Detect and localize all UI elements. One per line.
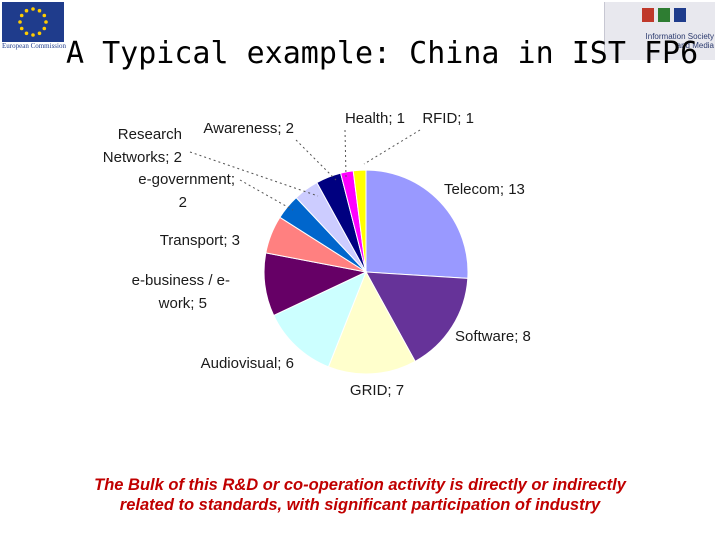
pie-slice-telecom (365, 169, 469, 279)
pie-labels: Telecom; 13 Software; 8 GRID; 7 Audiovisual… (103, 110, 531, 399)
pie-label-software: Software; 8 (455, 328, 531, 345)
pie-slice-grid (327, 270, 416, 375)
leader-line-awareness (295, 139, 337, 181)
eu-star-icon (19, 13, 24, 18)
pie-label-research-networks: Research Networks; 2 (103, 126, 182, 166)
leader-line-rfid (363, 129, 421, 165)
isam-square-icon-1 (642, 8, 654, 22)
pie-label-awareness: Awareness; 2 (203, 120, 294, 137)
eu-star-icon (24, 8, 29, 13)
eu-star-icon (37, 31, 42, 36)
eu-star-icon (42, 26, 47, 31)
leader-line-health (344, 129, 347, 178)
eu-star-icon (31, 33, 35, 37)
eu-flag-icon (2, 2, 64, 42)
european-commission-logo: European Commission (2, 2, 66, 52)
eu-star-icon (18, 20, 22, 24)
eu-star-icon (31, 7, 35, 11)
pie-label-rfid: RFID; 1 (422, 110, 474, 127)
eu-star-icon (42, 13, 47, 18)
pie-label-grid: GRID; 7 (350, 382, 404, 399)
ec-logo-text: European Commission (2, 42, 66, 50)
isam-logo-text: Information Society and Media (645, 32, 714, 50)
leader-line-e-government (239, 179, 294, 211)
pie-slice-software (365, 271, 469, 363)
eu-star-icon (19, 26, 24, 31)
information-society-logo: Information Society and Media (600, 0, 718, 62)
pie-label-transport: Transport; 3 (160, 232, 240, 249)
isam-square-icon-3 (674, 8, 686, 22)
pie-label-e-business-e-work: e-business / e-work; 5 (132, 272, 230, 312)
eu-star-icon (37, 8, 42, 13)
isam-square-icon-2 (658, 8, 670, 22)
pie-label-telecom: Telecom; 13 (444, 181, 525, 198)
pie-slice-audiovisual (273, 271, 367, 368)
page-title: A Typical example: China in IST FP6 (66, 36, 699, 71)
pie-leader-lines (189, 129, 421, 211)
eu-star-icon (44, 20, 48, 24)
eu-star-icon (24, 31, 29, 36)
pie-label-e-government: e-government; 2 (138, 171, 235, 211)
caption: The Bulk of this R&D or co-operation act… (0, 475, 720, 515)
caption-line-1: The Bulk of this R&D or co-operation act… (94, 476, 626, 494)
caption-line-2: related to standards, with significant p… (119, 496, 601, 514)
pie-label-audiovisual: Audiovisual; 6 (201, 355, 294, 372)
pie-label-health: Health; 1 (345, 110, 405, 127)
pie-chart: Telecom; 13 Software; 8 GRID; 7 Audiovisual… (103, 110, 531, 399)
pie-slice-rfid (352, 169, 367, 273)
pie-slices (263, 169, 469, 375)
